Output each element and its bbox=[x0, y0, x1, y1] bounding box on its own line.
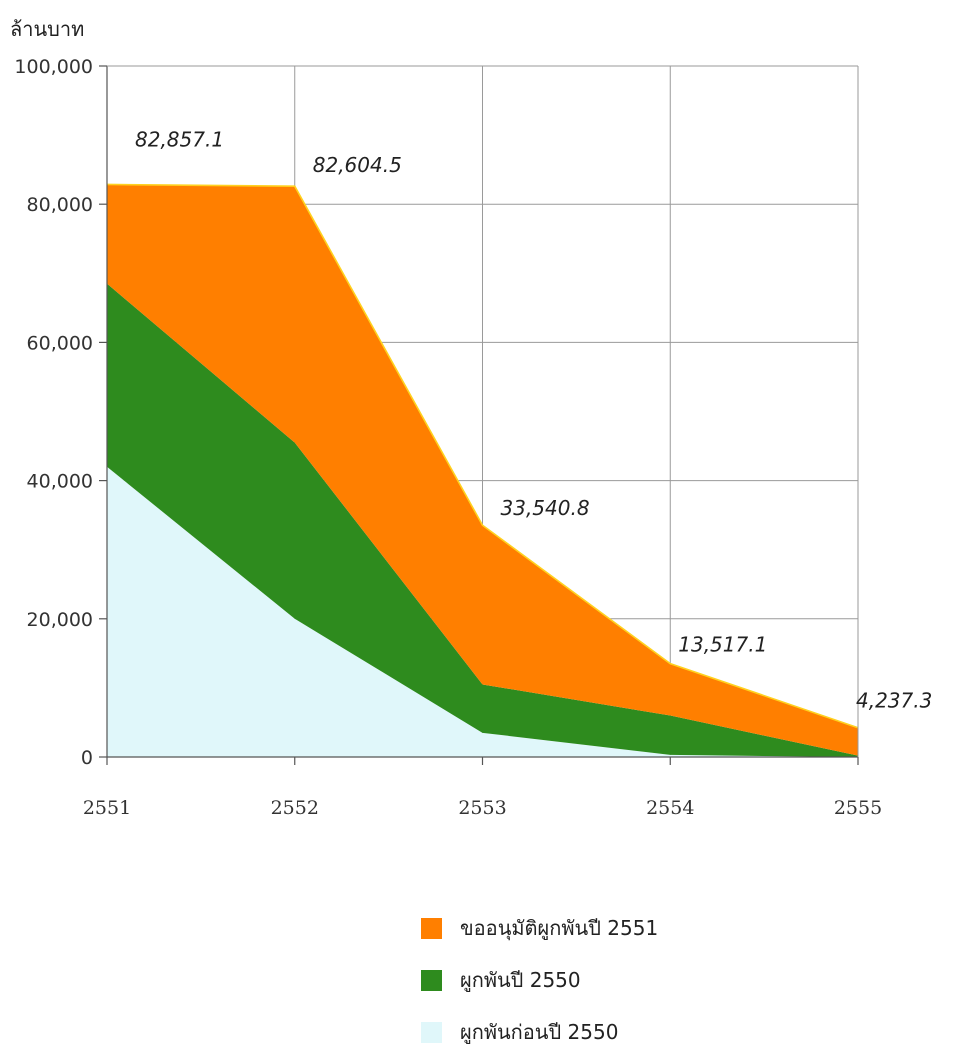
y-tick-label: 0 bbox=[81, 747, 93, 769]
y-tick-label: 100,000 bbox=[14, 56, 93, 78]
total-data-labels: 82,857.1 82,604.5 33,540.8 13,517.1 4,237.3 bbox=[135, 127, 932, 712]
legend-swatch bbox=[421, 1022, 442, 1043]
total-outline bbox=[106, 183, 859, 729]
total-label: 82,857.1 bbox=[135, 127, 224, 151]
x-tick-label: 2551 bbox=[83, 797, 131, 819]
legend-label: ขออนุมัติผูกพันปี 2551 bbox=[460, 916, 658, 941]
legend-label: ผูกพันก่อนปี 2550 bbox=[460, 1020, 618, 1045]
area-ผูกพันก่อนปี 2550 bbox=[107, 466, 858, 757]
x-tick-label: 2552 bbox=[271, 797, 319, 819]
area-ผูกพันปี 2550 bbox=[107, 283, 858, 757]
x-tick-label: 2554 bbox=[646, 797, 694, 819]
axes bbox=[99, 65, 859, 765]
y-tick-label: 20,000 bbox=[27, 609, 93, 631]
y-tick-label: 60,000 bbox=[27, 332, 93, 354]
total-label: 4,237.3 bbox=[856, 689, 932, 713]
y-tick-labels: 0 20,000 40,000 60,000 80,000 100,000 bbox=[14, 56, 93, 769]
area-ขออนุมัติผูกพันปี 2551 bbox=[107, 184, 858, 756]
area-series bbox=[106, 183, 859, 757]
legend: ขออนุมัติผูกพันปี 2551 ผูกพันปี 2550 ผูกพั… bbox=[421, 916, 658, 1045]
x-tick-label: 2553 bbox=[458, 797, 506, 819]
legend-swatch bbox=[421, 918, 442, 939]
y-tick-label: 40,000 bbox=[27, 471, 93, 493]
legend-swatch bbox=[421, 970, 442, 991]
total-label: 33,540.8 bbox=[501, 496, 590, 520]
y-axis-label: ล้านบาท bbox=[10, 17, 84, 41]
legend-label: ผูกพันปี 2550 bbox=[460, 968, 581, 993]
x-tick-label: 2555 bbox=[834, 797, 882, 819]
x-tick-labels: 2551 2552 2553 2554 2555 bbox=[83, 797, 882, 819]
total-label: 13,517.1 bbox=[678, 633, 767, 657]
total-label: 82,604.5 bbox=[313, 153, 402, 177]
y-tick-label: 80,000 bbox=[27, 194, 93, 216]
